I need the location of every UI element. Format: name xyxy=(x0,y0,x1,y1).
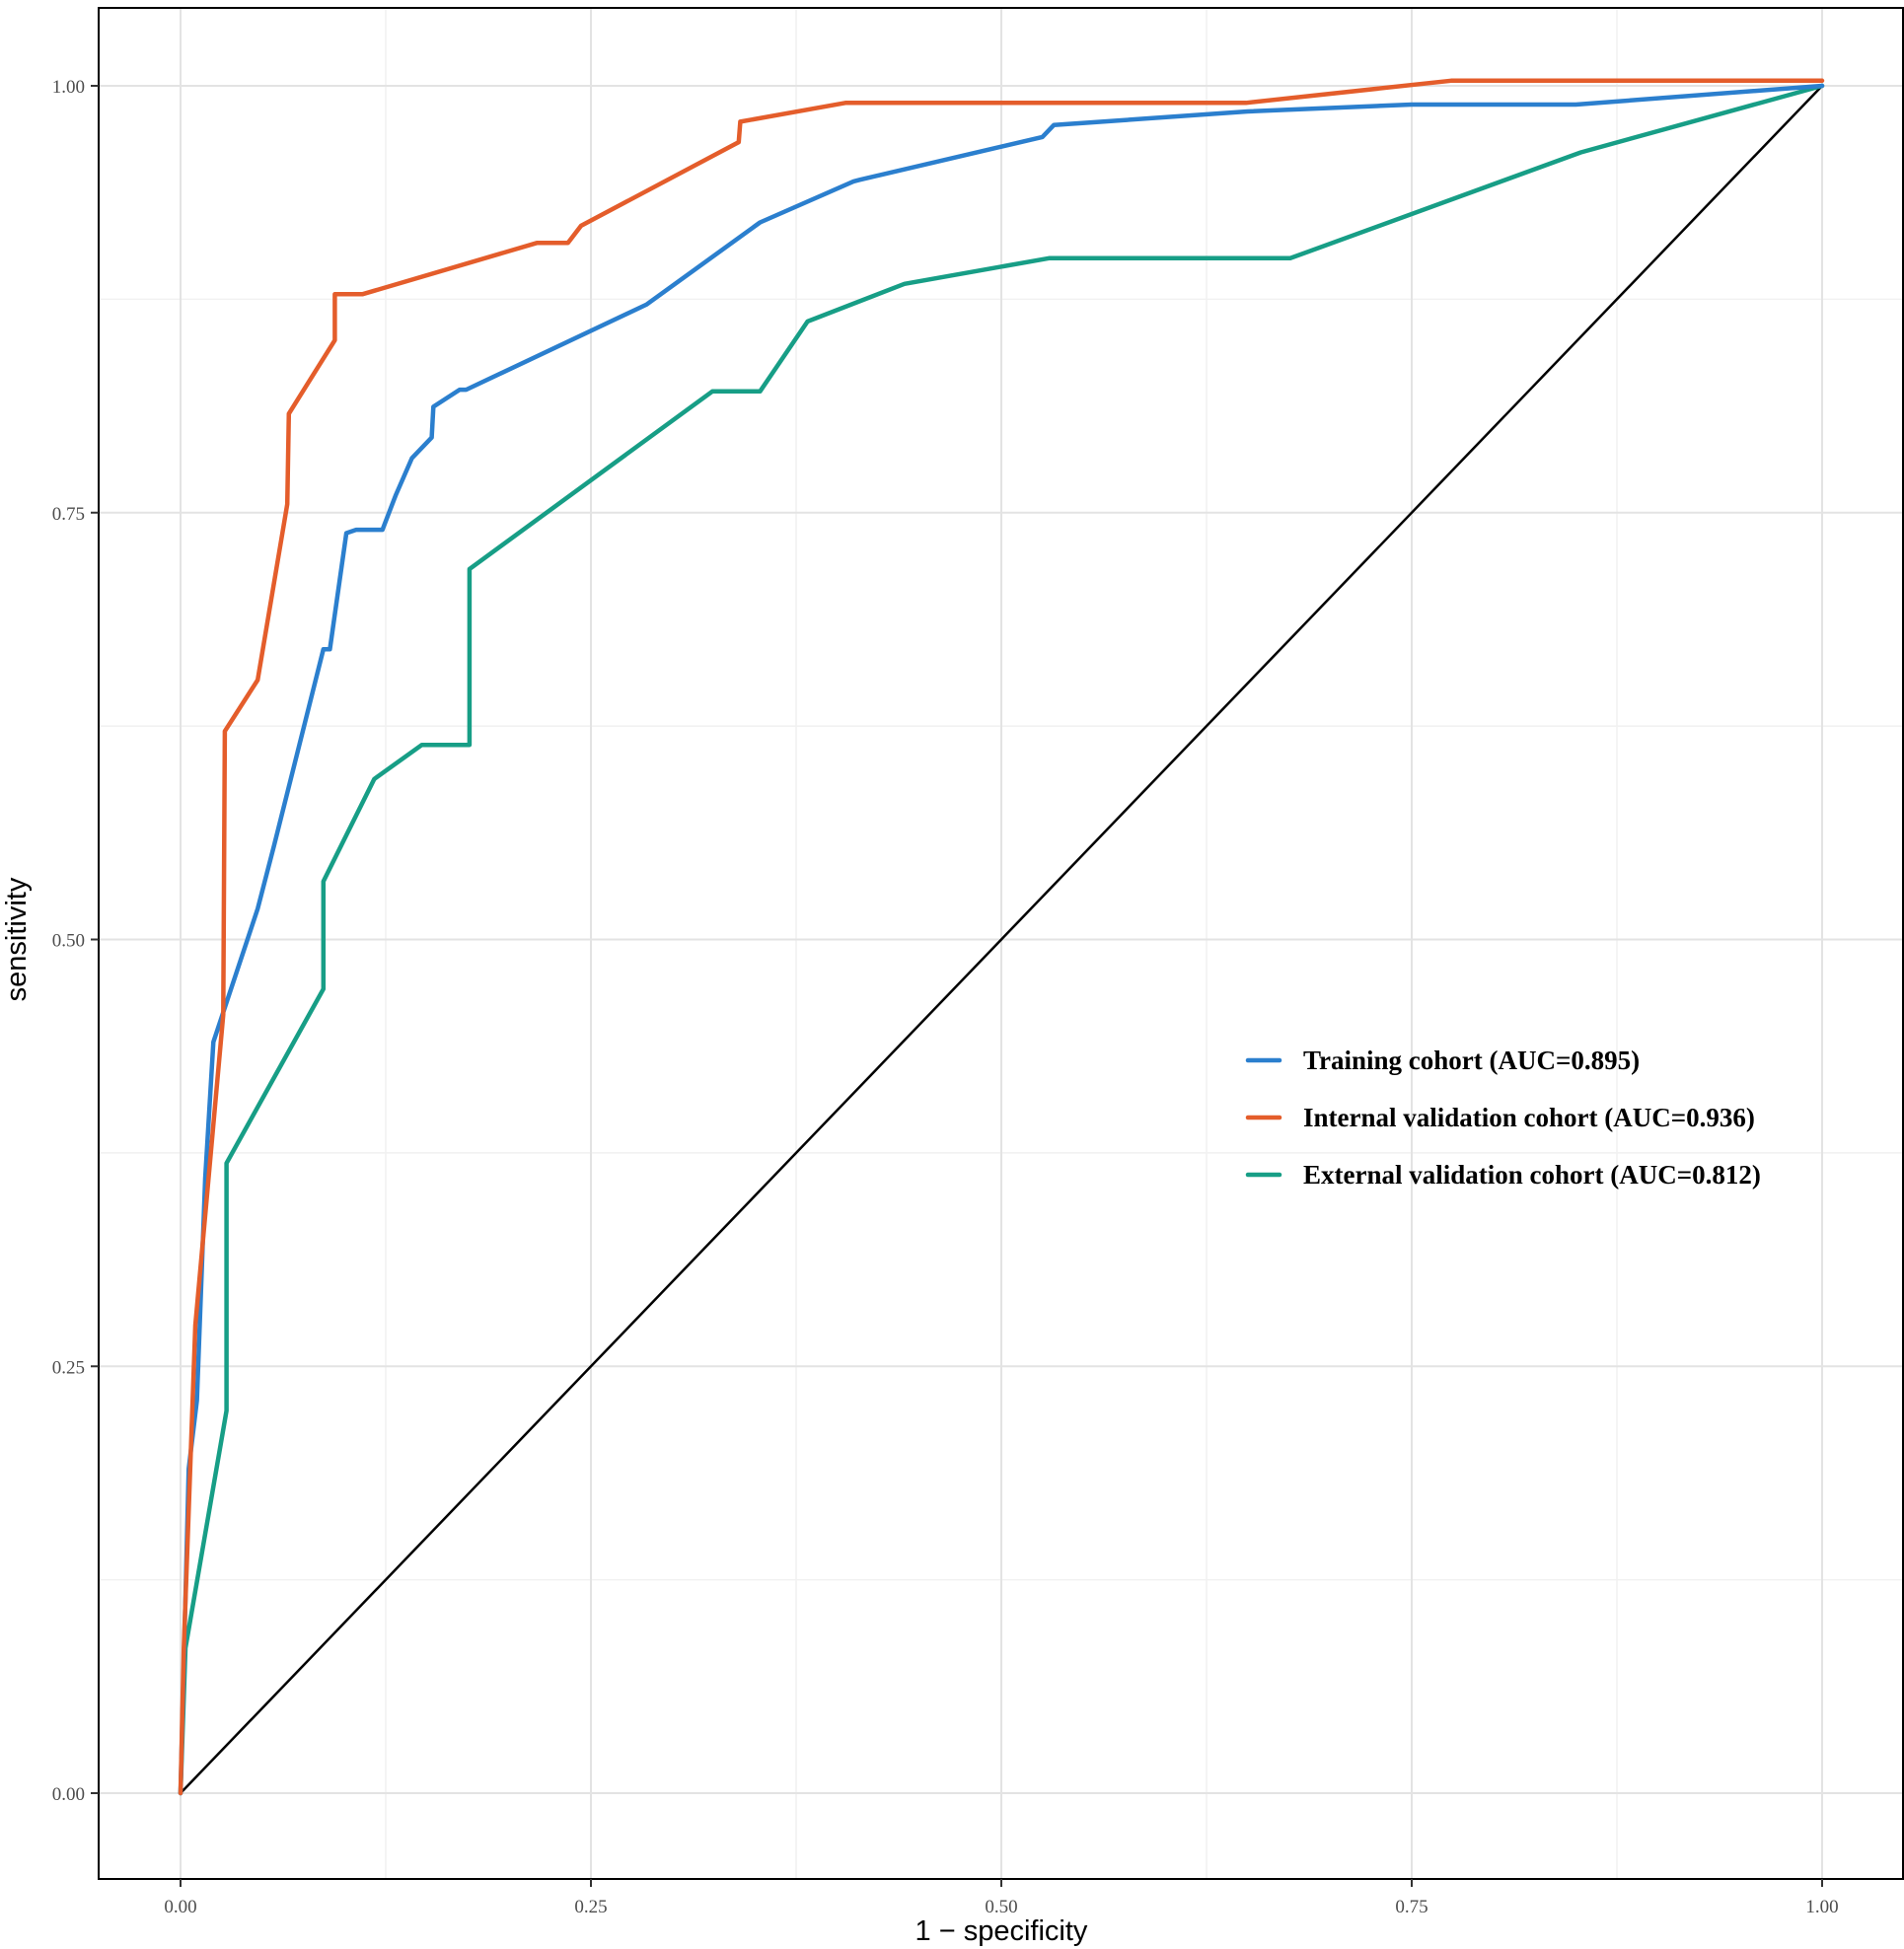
x-tick-label: 0.25 xyxy=(574,1897,607,1917)
y-tick-label: 0.00 xyxy=(52,1784,85,1805)
legend: Training cohort (AUC=0.895) Internal val… xyxy=(1245,1046,1761,1190)
training-cohort-line xyxy=(178,83,1825,1796)
legend-label-internal-validation: Internal validation cohort (AUC=0.936) xyxy=(1303,1103,1755,1132)
legend-label-external-validation: External validation cohort (AUC=0.812) xyxy=(1303,1160,1761,1190)
x-axis-ticks: 0.00 0.25 0.50 0.75 1.00 xyxy=(164,1879,1839,1917)
y-tick-label: 0.75 xyxy=(52,504,85,525)
internal-validation-cohort-line xyxy=(178,78,1825,1796)
y-axis-ticks: 0.00 0.25 0.50 0.75 1.00 xyxy=(52,77,99,1805)
x-tick-label: 1.00 xyxy=(1805,1897,1838,1917)
legend-label-training: Training cohort (AUC=0.895) xyxy=(1303,1046,1640,1075)
x-axis-title: 1 − specificity xyxy=(915,1915,1088,1947)
y-tick-label: 1.00 xyxy=(52,77,85,98)
series-layer xyxy=(178,78,1825,1796)
x-tick-label: 0.50 xyxy=(985,1897,1017,1917)
y-tick-label: 0.50 xyxy=(52,931,85,952)
y-tick-label: 0.25 xyxy=(52,1357,85,1378)
reference-diagonal-line xyxy=(180,85,1823,1794)
external-validation-cohort-line xyxy=(178,83,1825,1796)
reference-diagonal-layer xyxy=(180,85,1823,1794)
x-tick-label: 0.00 xyxy=(164,1897,196,1917)
x-tick-label: 0.75 xyxy=(1395,1897,1428,1917)
y-axis-title: sensitivity xyxy=(1,877,33,1001)
